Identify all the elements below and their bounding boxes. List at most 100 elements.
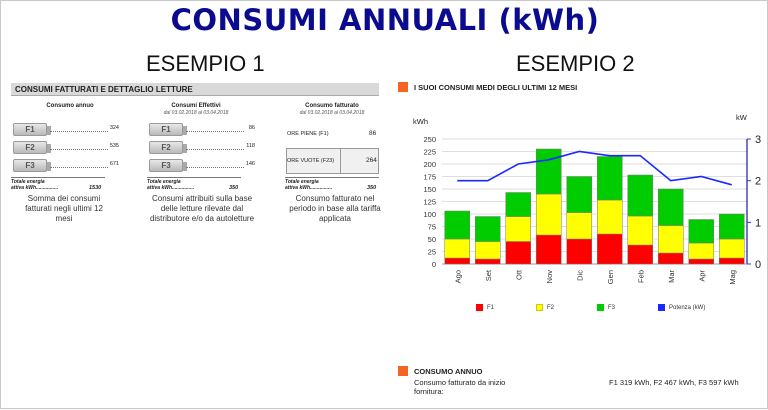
col3-total-value: 350 <box>367 185 377 191</box>
legend-label-f2: F2 <box>547 305 555 311</box>
col3-total-label: Totale energia attiva kWh...............… <box>285 179 332 191</box>
col2-caption: Consumi attribuiti sulla base delle lett… <box>149 194 255 223</box>
legend-label-power: Potenza (kW) <box>669 305 706 311</box>
col2-total-value: 350 <box>229 185 239 191</box>
col1-band-f1: F1 324 <box>13 123 143 136</box>
bar-segment-f3 <box>688 219 715 244</box>
legend-swatch-f1 <box>476 304 483 311</box>
bar-segment-f2 <box>688 242 715 260</box>
total-label-line2: attiva kWh................ <box>285 185 333 191</box>
col2-band-f3: F3 146 <box>149 159 279 172</box>
band-value: 671 <box>109 161 119 167</box>
y-tick-label: 250 <box>423 135 436 144</box>
consumo-text-line2: fornitura: <box>414 387 444 396</box>
col1-caption: Somma dei consumi fatturati negli ultimi… <box>25 194 103 223</box>
bar-segment-f2 <box>505 216 532 242</box>
col3-row1-value: 86 <box>369 130 377 137</box>
example1-heading: ESEMPIO 1 <box>146 51 265 76</box>
bar-segment-f2 <box>627 215 654 246</box>
legend-swatch-power <box>658 304 665 311</box>
bar-segment-f3 <box>535 148 562 195</box>
x-tick-label: Mar <box>667 270 676 283</box>
col3-row1-label: ORE PIENE (F1) <box>287 131 329 137</box>
band-label: F1 <box>149 123 187 136</box>
bar-segment-f1 <box>566 238 593 265</box>
x-tick-label: Ago <box>453 270 462 283</box>
total-label-line2: attiva kWh................ <box>147 185 195 191</box>
legend-swatch-f2 <box>536 304 543 311</box>
col2-band-f1: F1 86 <box>149 123 279 136</box>
col3-header-wrap: Consumo fatturato dal 03.02.2018 al 03.0… <box>277 103 387 116</box>
y-tick-label: 175 <box>423 173 436 182</box>
y-tick-label: 50 <box>428 235 436 244</box>
x-tick-label: Dic <box>575 270 584 281</box>
bar-segment-f3 <box>657 188 684 226</box>
y2-tick-label: 2 <box>755 176 761 188</box>
x-tick-label: Nov <box>545 270 554 284</box>
bar-segment-f3 <box>505 192 532 217</box>
y-tick-label: 25 <box>428 248 436 257</box>
legend-label-f3: F3 <box>608 305 616 311</box>
col1-header-wrap: Consumo annuo <box>15 103 125 109</box>
y2-tick-label: 1 <box>755 217 761 229</box>
band-label: F3 <box>149 159 187 172</box>
dotted-leader <box>186 126 244 132</box>
col2-band-f2: F2 118 <box>149 141 279 154</box>
slide-title: CONSUMI ANNUALI (kWh) <box>170 3 600 37</box>
y-tick-label: 150 <box>423 185 436 194</box>
y-tick-label: 100 <box>423 210 436 219</box>
band-label: F1 <box>13 123 51 136</box>
col1-header: Consumo annuo <box>46 103 94 109</box>
y-tick-label: 225 <box>423 148 436 157</box>
col1-band-f2: F2 535 <box>13 141 143 154</box>
bar-segment-f3 <box>474 216 501 242</box>
bar-segment-f1 <box>444 257 471 265</box>
bar-segment-f1 <box>535 234 562 265</box>
total-divider <box>11 177 105 178</box>
accent-square <box>398 366 408 376</box>
bar-segment-f2 <box>657 225 684 254</box>
example2-heading: ESEMPIO 2 <box>516 51 635 76</box>
bar-segment-f2 <box>566 212 593 240</box>
bar-segment-f3 <box>718 213 745 240</box>
col2-period: dal 03.02.2018 al 03.04.2018 <box>163 110 229 116</box>
bar-segment-f3 <box>444 210 471 240</box>
dotted-leader <box>186 144 244 150</box>
bar-segment-f3 <box>596 156 623 201</box>
band-value: 146 <box>245 161 255 167</box>
x-tick-label: Feb <box>636 270 645 283</box>
dotted-leader <box>50 126 108 132</box>
bar-segment-f3 <box>566 176 593 213</box>
col1-band-f3: F3 671 <box>13 159 143 172</box>
bar-segment-f2 <box>474 241 501 260</box>
consumo-text-line1: Consumo fatturato da inizio <box>414 378 506 387</box>
legend-swatch-f3 <box>597 304 604 311</box>
col2-header-wrap: Consumi Effettivi dal 03.02.2018 al 03.0… <box>141 103 251 116</box>
x-tick-label: Mag <box>728 270 737 285</box>
total-label-line1: Totale energia <box>285 179 319 185</box>
y-tick-label: 75 <box>428 223 436 232</box>
dotted-leader <box>186 162 244 168</box>
bar-segment-f2 <box>596 199 623 235</box>
power-line <box>457 150 732 186</box>
bar-segment-f1 <box>627 244 654 265</box>
total-label-line1: Totale energia <box>147 179 181 185</box>
col1-total-value: 1530 <box>89 185 102 191</box>
legend-label-f1: F1 <box>487 305 495 311</box>
band-value: 535 <box>109 143 119 149</box>
col3-period: dal 03.02.2018 al 03.04.2018 <box>299 110 365 116</box>
col1-total-label: Totale energia attiva kWh...............… <box>11 179 58 191</box>
bar-segment-f2 <box>444 238 471 259</box>
x-tick-label: Set <box>484 269 493 281</box>
consumo-values: F1 319 kWh, F2 467 kWh, F3 597 kWh <box>609 378 739 387</box>
y2-tick-label: 0 <box>755 259 761 271</box>
consumo-title: CONSUMO ANNUO <box>414 367 483 376</box>
left-unit-label: kWh <box>413 117 428 126</box>
bar-segment-f1 <box>596 233 623 265</box>
band-value: 118 <box>246 143 255 149</box>
bar-segment-f1 <box>505 241 532 265</box>
col3-caption: Consumo fatturato nel periodo in base al… <box>289 194 381 223</box>
y-tick-label: 200 <box>423 160 436 169</box>
section-bar: CONSUMI FATTURATI E DETTAGLIO LETTURE <box>11 83 379 96</box>
